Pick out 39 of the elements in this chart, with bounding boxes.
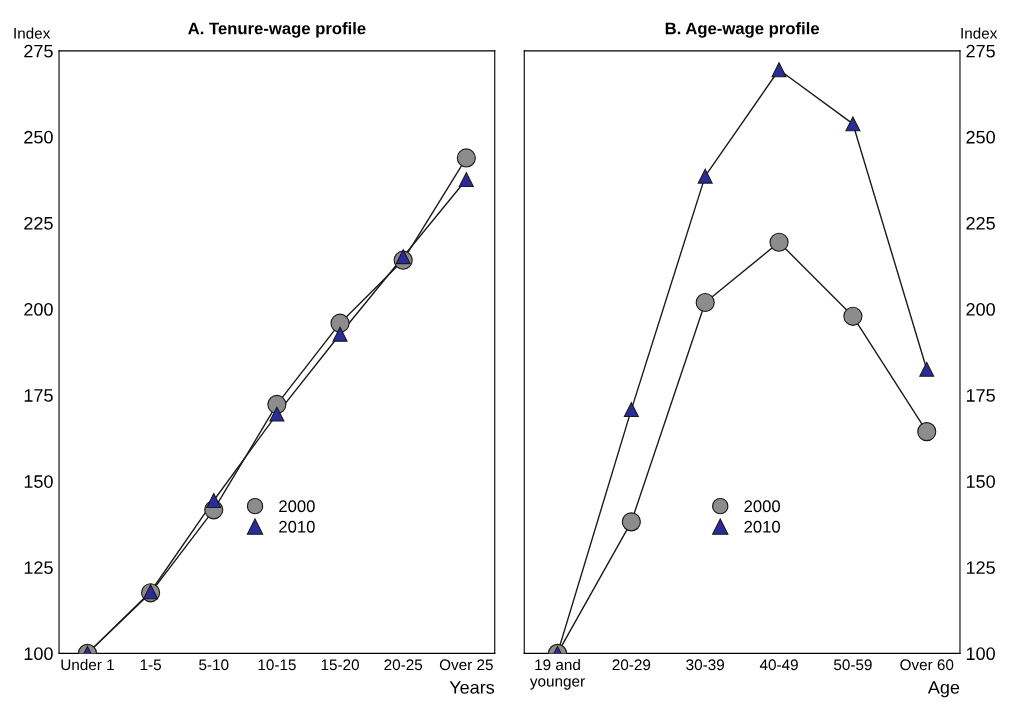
- x-axis-title: Years: [449, 681, 495, 694]
- chart-title: A. Tenure-wage profile: [188, 22, 366, 38]
- y-tick-label: 150: [966, 475, 995, 488]
- y-tick-label: 225: [24, 216, 53, 230]
- legend-label: 2000: [279, 500, 315, 513]
- y-tick-label: 125: [24, 561, 53, 575]
- x-tick-label: 19 and younger: [529, 658, 585, 690]
- chart-title: B. Age-wage profile: [665, 22, 820, 38]
- y-tick-label: 125: [966, 561, 995, 575]
- y-tick-label: 225: [966, 216, 995, 230]
- x-tick-label: 20-29: [612, 659, 651, 671]
- x-tick-label: 40-49: [759, 659, 798, 671]
- y-tick-label: 200: [966, 303, 995, 316]
- y-tick-label: 275: [24, 44, 53, 58]
- x-tick-label: 30-39: [686, 659, 725, 671]
- x-tick-label: Over 25: [439, 659, 493, 671]
- x-tick-label: 5-10: [199, 659, 229, 671]
- y-tick-label: 200: [24, 303, 53, 316]
- legend-label: 2010: [279, 520, 315, 533]
- y-tick-label: 175: [24, 389, 53, 402]
- x-tick-label: Over 60: [900, 659, 954, 671]
- x-tick-label: 10-15: [258, 659, 296, 671]
- legend-label: 2000: [744, 500, 781, 513]
- y-tick-label: 250: [24, 130, 53, 144]
- x-tick-label: 15-20: [321, 659, 359, 671]
- y-axis-title: Index: [961, 27, 998, 39]
- legend-label: 2010: [744, 520, 781, 533]
- y-tick-label: 175: [966, 389, 995, 402]
- y-tick-label: 250: [966, 130, 995, 144]
- y-tick-label: 100: [966, 647, 995, 661]
- y-tick-label: 150: [24, 475, 53, 488]
- y-tick-label: 275: [966, 44, 995, 58]
- y-tick-label: 100: [24, 647, 53, 661]
- x-tick-label: 50-59: [833, 659, 872, 671]
- y-axis-title: Index: [14, 27, 51, 39]
- x-tick-label: Under 1: [61, 658, 114, 671]
- x-tick-label: 1-5: [140, 659, 162, 671]
- x-tick-label: 20-25: [384, 659, 423, 671]
- x-axis-title: Age: [927, 681, 960, 698]
